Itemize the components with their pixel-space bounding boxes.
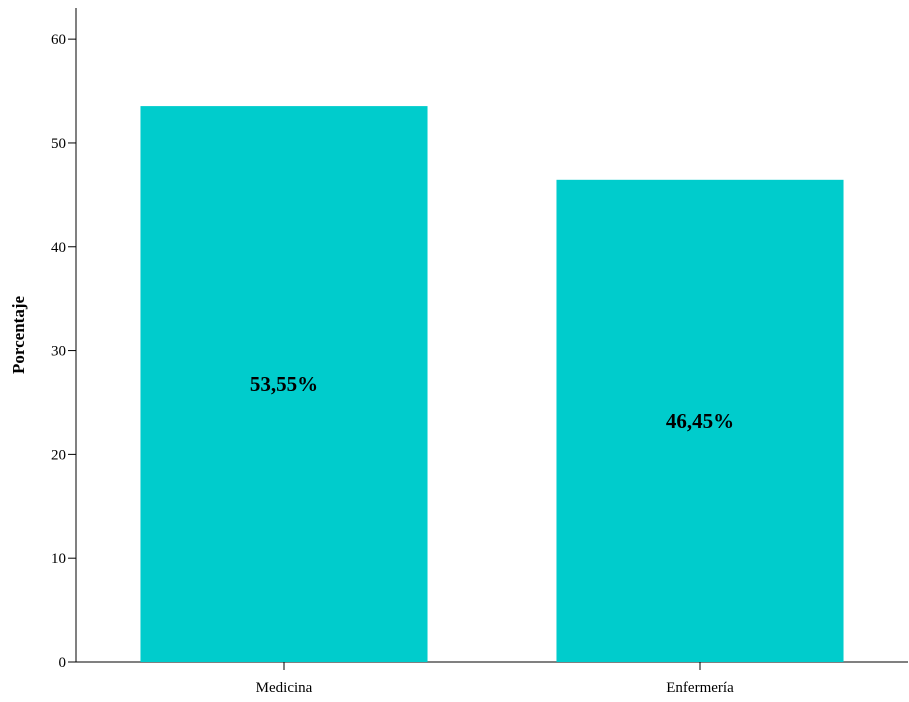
x-axis: Medicina Enfermería: [76, 661, 908, 696]
bars: [140, 106, 844, 663]
y-tick-label: 20: [51, 447, 66, 463]
y-tick-label: 10: [51, 551, 66, 567]
y-tick-label: 50: [51, 136, 66, 152]
y-tick-label: 60: [51, 32, 66, 48]
y-tick-label: 30: [51, 344, 66, 360]
bar-enfermería: [556, 179, 844, 663]
data-label: 46,45%: [666, 409, 734, 433]
y-axis: 0 10 20 30 40 50 60: [51, 8, 77, 671]
bar-medicina: [140, 106, 428, 663]
data-label: 53,55%: [250, 372, 318, 396]
x-tick-label: Medicina: [256, 680, 313, 696]
x-tick-label: Enfermería: [666, 680, 734, 696]
y-tick-label: 40: [51, 240, 66, 256]
y-axis-title: Porcentaje: [9, 296, 28, 374]
y-tick-label: 0: [59, 655, 67, 671]
data-labels: 53,55% 46,45%: [250, 372, 734, 433]
